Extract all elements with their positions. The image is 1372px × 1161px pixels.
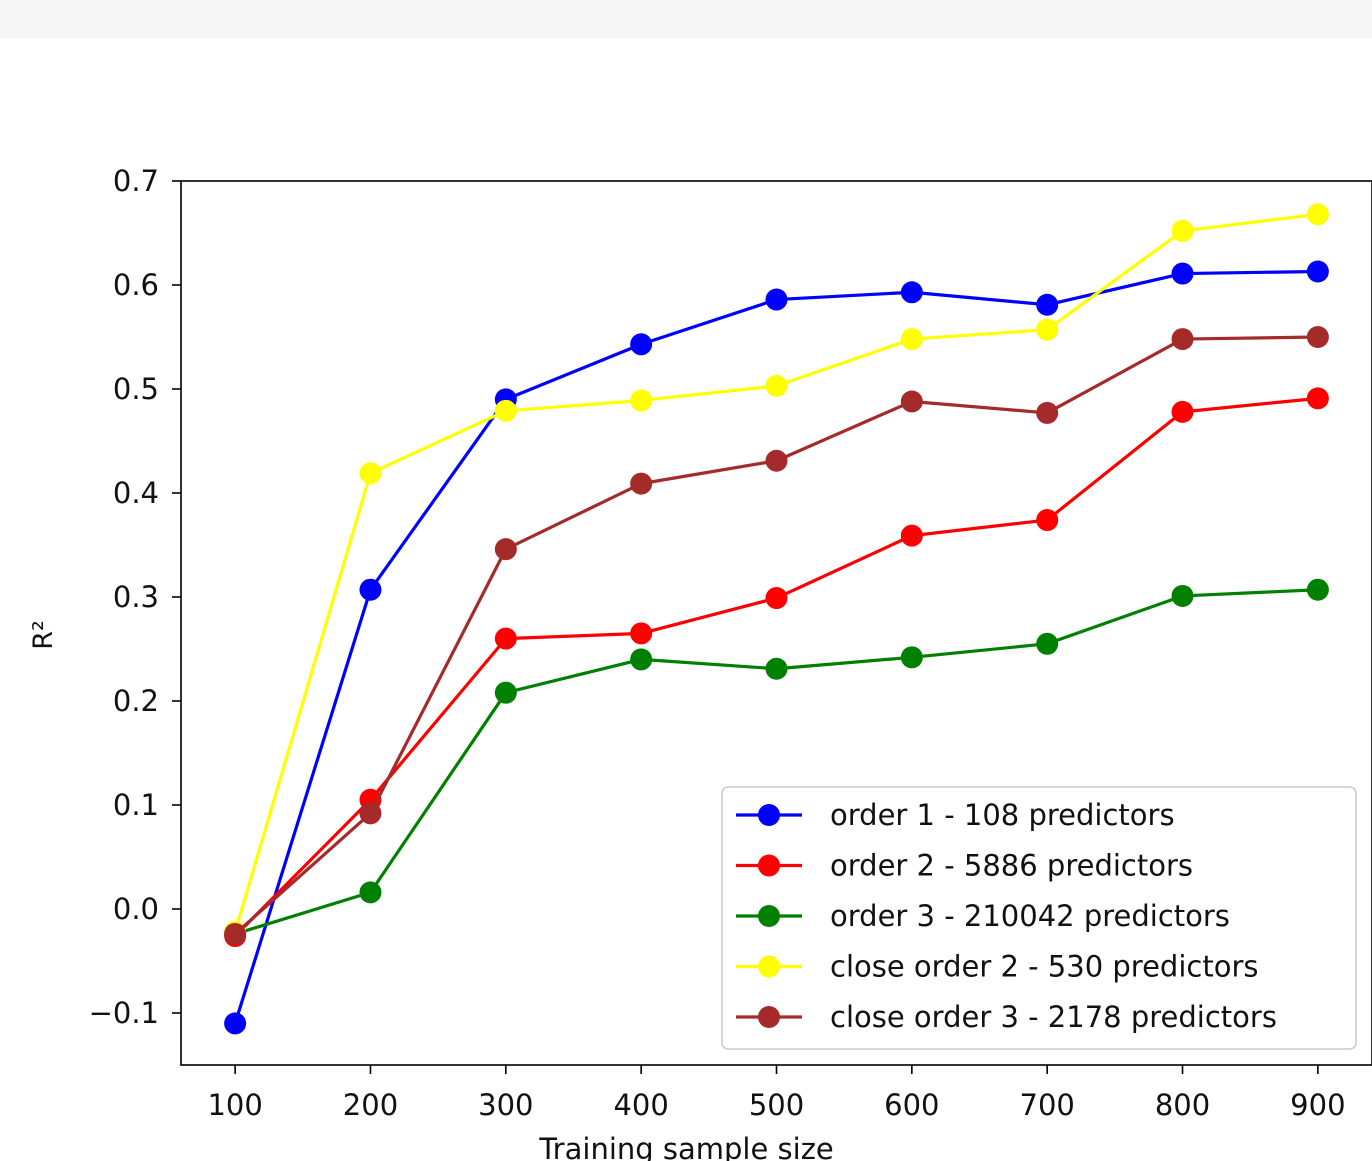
legend-item: order 3 - 210042 predictors xyxy=(736,899,1230,933)
data-point xyxy=(224,922,247,945)
data-point xyxy=(765,657,788,680)
data-point xyxy=(1036,509,1059,532)
legend-marker xyxy=(758,905,780,927)
x-tick-label: 200 xyxy=(343,1088,398,1122)
data-point xyxy=(1171,219,1194,242)
data-point xyxy=(630,333,653,356)
data-point xyxy=(900,390,923,413)
data-point xyxy=(494,627,517,650)
series-3 xyxy=(224,578,1329,945)
series-layer xyxy=(224,203,1329,1035)
legend-item: close order 3 - 2178 predictors xyxy=(736,1000,1277,1034)
data-point xyxy=(1306,578,1329,601)
y-tick-label: 0.0 xyxy=(113,892,159,926)
data-point xyxy=(900,328,923,351)
data-point xyxy=(765,374,788,397)
data-point xyxy=(1036,318,1059,341)
data-point xyxy=(1036,293,1059,316)
legend-item: order 2 - 5886 predictors xyxy=(736,849,1193,883)
x-tick-label: 400 xyxy=(613,1088,668,1122)
x-tick-label: 500 xyxy=(749,1088,804,1122)
x-axis-label: Training sample size xyxy=(538,1132,834,1161)
legend-marker xyxy=(758,854,780,877)
legend-item: order 1 - 108 predictors xyxy=(736,798,1175,832)
legend-marker xyxy=(758,955,780,978)
y-tick-label: 0.2 xyxy=(113,684,159,718)
data-point xyxy=(1171,328,1194,351)
data-point xyxy=(359,881,382,904)
x-tick-label: 100 xyxy=(207,1088,262,1122)
legend-label: close order 3 - 2178 predictors xyxy=(830,1000,1277,1034)
y-tick-label: 0.5 xyxy=(113,372,159,406)
y-tick-label: 0.6 xyxy=(113,268,159,302)
data-point xyxy=(1306,326,1329,348)
y-tick-label: 0.3 xyxy=(113,580,159,614)
data-point xyxy=(1171,400,1194,423)
data-point xyxy=(1036,632,1059,655)
data-point xyxy=(1306,387,1329,410)
series-4 xyxy=(224,203,1329,943)
x-axis: 100 200 300 400 500 600 700 800 900 xyxy=(207,1065,1346,1122)
legend-marker xyxy=(758,804,780,826)
y-axis: −0.1 0.0 0.1 0.2 0.3 0.4 0.5 0.6 0.7 xyxy=(89,164,181,1030)
legend-item: close order 2 - 530 predictors xyxy=(736,950,1258,984)
series-1 xyxy=(224,260,1329,1035)
legend-marker xyxy=(758,1006,780,1028)
data-point xyxy=(494,538,517,561)
data-point xyxy=(765,288,788,311)
top-strip xyxy=(0,0,1372,38)
data-point xyxy=(494,681,517,704)
data-point xyxy=(630,472,653,495)
x-tick-label: 600 xyxy=(884,1088,939,1122)
data-point xyxy=(1171,584,1194,607)
legend: order 1 - 108 predictors order 2 - 5886 p… xyxy=(721,786,1357,1050)
y-tick-label: 0.1 xyxy=(113,788,159,822)
legend-label: order 1 - 108 predictors xyxy=(830,798,1175,832)
x-tick-label: 300 xyxy=(478,1088,533,1122)
data-point xyxy=(900,281,923,304)
data-point xyxy=(494,399,517,422)
y-axis-label: R² xyxy=(28,620,59,650)
data-point xyxy=(1306,260,1329,283)
data-point xyxy=(900,524,923,547)
y-tick-label: 0.4 xyxy=(113,476,159,510)
data-point xyxy=(224,1012,247,1035)
data-point xyxy=(630,389,653,412)
data-point xyxy=(359,802,382,825)
data-point xyxy=(765,449,788,472)
data-point xyxy=(765,587,788,610)
y-tick-label: −0.1 xyxy=(89,996,159,1030)
x-tick-label: 900 xyxy=(1290,1088,1345,1122)
legend-label: order 2 - 5886 predictors xyxy=(830,849,1193,883)
legend-label: close order 2 - 530 predictors xyxy=(830,950,1258,984)
data-point xyxy=(1306,203,1329,226)
data-point xyxy=(630,648,653,671)
data-point xyxy=(900,646,923,669)
legend-label: order 3 - 210042 predictors xyxy=(830,899,1230,933)
legend-box xyxy=(721,786,1357,1050)
y-tick-label: 0.7 xyxy=(113,164,159,198)
data-point xyxy=(1171,262,1194,285)
data-point xyxy=(359,462,382,485)
x-tick-label: 800 xyxy=(1155,1088,1210,1122)
data-point xyxy=(630,622,653,645)
x-tick-label: 700 xyxy=(1020,1088,1075,1122)
data-point xyxy=(359,578,382,601)
series-5 xyxy=(224,326,1329,945)
data-point xyxy=(1036,401,1059,424)
